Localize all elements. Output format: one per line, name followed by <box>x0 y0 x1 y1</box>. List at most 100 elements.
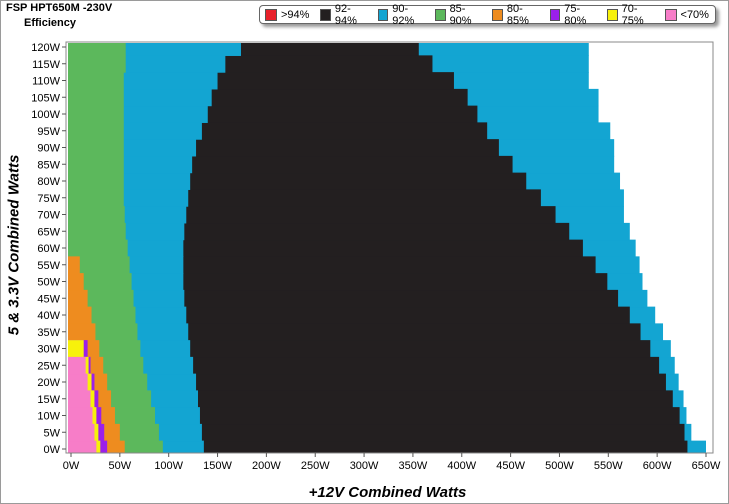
zone-92-94-band <box>68 390 673 408</box>
y-tick-label: 75W <box>37 193 60 205</box>
y-tick-label: 55W <box>37 260 60 272</box>
zone-70-75-band <box>68 340 84 358</box>
x-tick-label: 550W <box>594 460 623 472</box>
x-tick-label: 200W <box>252 460 281 472</box>
y-tick-label: 40W <box>37 310 60 322</box>
x-tick-label: 100W <box>154 460 183 472</box>
zone-85-90-band <box>68 43 126 56</box>
x-tick-label: 0W <box>63 460 80 472</box>
legend-item: >94% <box>265 8 309 21</box>
zone-92-94-band <box>68 289 619 308</box>
zone-80-85-band <box>68 306 92 324</box>
legend-swatch <box>435 8 446 21</box>
y-tick-label: 90W <box>37 143 60 155</box>
zone-lt-70-band <box>68 407 93 425</box>
y-tick-label: 60W <box>37 243 60 255</box>
legend-swatch <box>549 8 561 21</box>
y-tick-label: 105W <box>31 92 60 104</box>
x-tick-label: 650W <box>692 460 721 472</box>
zone-92-94-band <box>68 306 630 324</box>
zone-80-85-band <box>68 289 88 308</box>
legend-item: 75-80% <box>549 3 596 27</box>
y-tick-label: 85W <box>37 159 60 171</box>
legend-label: 92-94% <box>334 2 357 27</box>
zone-80-85-band <box>68 256 80 274</box>
legend-item: 85-90% <box>435 3 481 27</box>
zone-85-90-band <box>68 88 124 107</box>
legend-swatch <box>320 8 331 21</box>
zone-85-90-band <box>68 122 124 140</box>
y-axis-label-wrap: 5 & 3.3V Combined Watts <box>4 45 24 445</box>
zone-92-94-band <box>68 340 651 358</box>
zone-85-90-band <box>68 189 124 207</box>
legend-item: 92-94% <box>320 3 366 27</box>
zone-92-94-band <box>68 256 596 274</box>
y-tick-label: 100W <box>31 109 60 121</box>
y-tick-label: 120W <box>31 42 60 54</box>
legend-swatch <box>664 8 677 21</box>
y-tick-label: 10W <box>37 411 60 423</box>
y-tick-label: 45W <box>37 293 60 305</box>
y-tick-label: 80W <box>37 176 60 188</box>
zone-85-90-band <box>68 222 126 241</box>
zone-85-90-band <box>68 172 124 190</box>
zone-85-90-band <box>68 155 124 174</box>
legend-item: 80-85% <box>492 3 538 27</box>
zone-80-85-band <box>68 323 96 341</box>
legend-label: 90-92% <box>392 2 415 27</box>
legend-item: 90-92% <box>377 2 424 27</box>
legend-item: <70% <box>664 8 709 21</box>
legend-label: 80-85% <box>506 2 529 27</box>
legend-label: 70-75% <box>621 2 644 27</box>
zone-92-94-band <box>68 206 556 224</box>
zone-92-94-band <box>68 423 685 442</box>
y-tick-label: 15W <box>37 394 60 406</box>
zone-92-94-band <box>68 239 583 257</box>
zone-85-90-band <box>68 206 125 224</box>
zone-85-90-band <box>68 256 130 274</box>
zone-92-94-band <box>68 407 680 425</box>
legend-swatch <box>265 8 277 21</box>
zone-85-90-band <box>68 139 124 157</box>
chart-subtitle: Efficiency <box>24 17 76 29</box>
y-tick-label: 35W <box>37 327 60 339</box>
x-tick-label: 350W <box>399 460 428 472</box>
legend-label: <70% <box>680 8 709 21</box>
zone-85-90-band <box>68 55 126 73</box>
zone-lt-70-band <box>68 356 86 375</box>
y-tick-label: 25W <box>37 360 60 372</box>
y-tick-label: 110W <box>32 76 61 88</box>
zone-85-90-band <box>68 239 128 257</box>
x-tick-label: 300W <box>350 460 379 472</box>
legend-item: 70-75% <box>607 3 653 27</box>
y-tick-label: 95W <box>37 126 60 138</box>
x-tick-label: 450W <box>496 460 525 472</box>
x-tick-label: 150W <box>203 460 232 472</box>
x-tick-label: 500W <box>545 460 574 472</box>
y-tick-label: 30W <box>37 344 60 356</box>
zone-92-94-band <box>68 440 688 453</box>
y-tick-label: 20W <box>37 377 60 389</box>
legend-label: 85-90% <box>449 2 472 27</box>
y-tick-label: 70W <box>37 210 60 222</box>
x-tick-label: 50W <box>109 460 132 472</box>
zone-92-94-band <box>68 323 641 341</box>
y-tick-label: 65W <box>37 226 60 238</box>
x-tick-label: 250W <box>301 460 330 472</box>
legend-swatch <box>492 8 503 21</box>
x-tick-label: 600W <box>643 460 672 472</box>
y-tick-label: 5W <box>44 427 61 439</box>
legend: >94% 92-94% 90-92% 85-90% 80-85% 75-80% 70-75%… <box>259 2 716 27</box>
y-tick-label: 0W <box>44 444 61 456</box>
legend-swatch <box>607 8 618 21</box>
x-tick-label: 400W <box>447 460 476 472</box>
zone-85-90-band <box>68 273 132 291</box>
zone-lt-70-band <box>68 440 97 453</box>
zone-85-90-band <box>68 105 124 123</box>
y-axis-label: 5 & 3.3V Combined Watts <box>5 154 23 336</box>
zone-92-94-band <box>68 222 570 241</box>
zone-92-94-band <box>68 273 608 291</box>
zone-lt-70-band <box>68 390 91 408</box>
zone-92-94-band <box>68 356 660 375</box>
legend-swatch <box>377 8 389 21</box>
